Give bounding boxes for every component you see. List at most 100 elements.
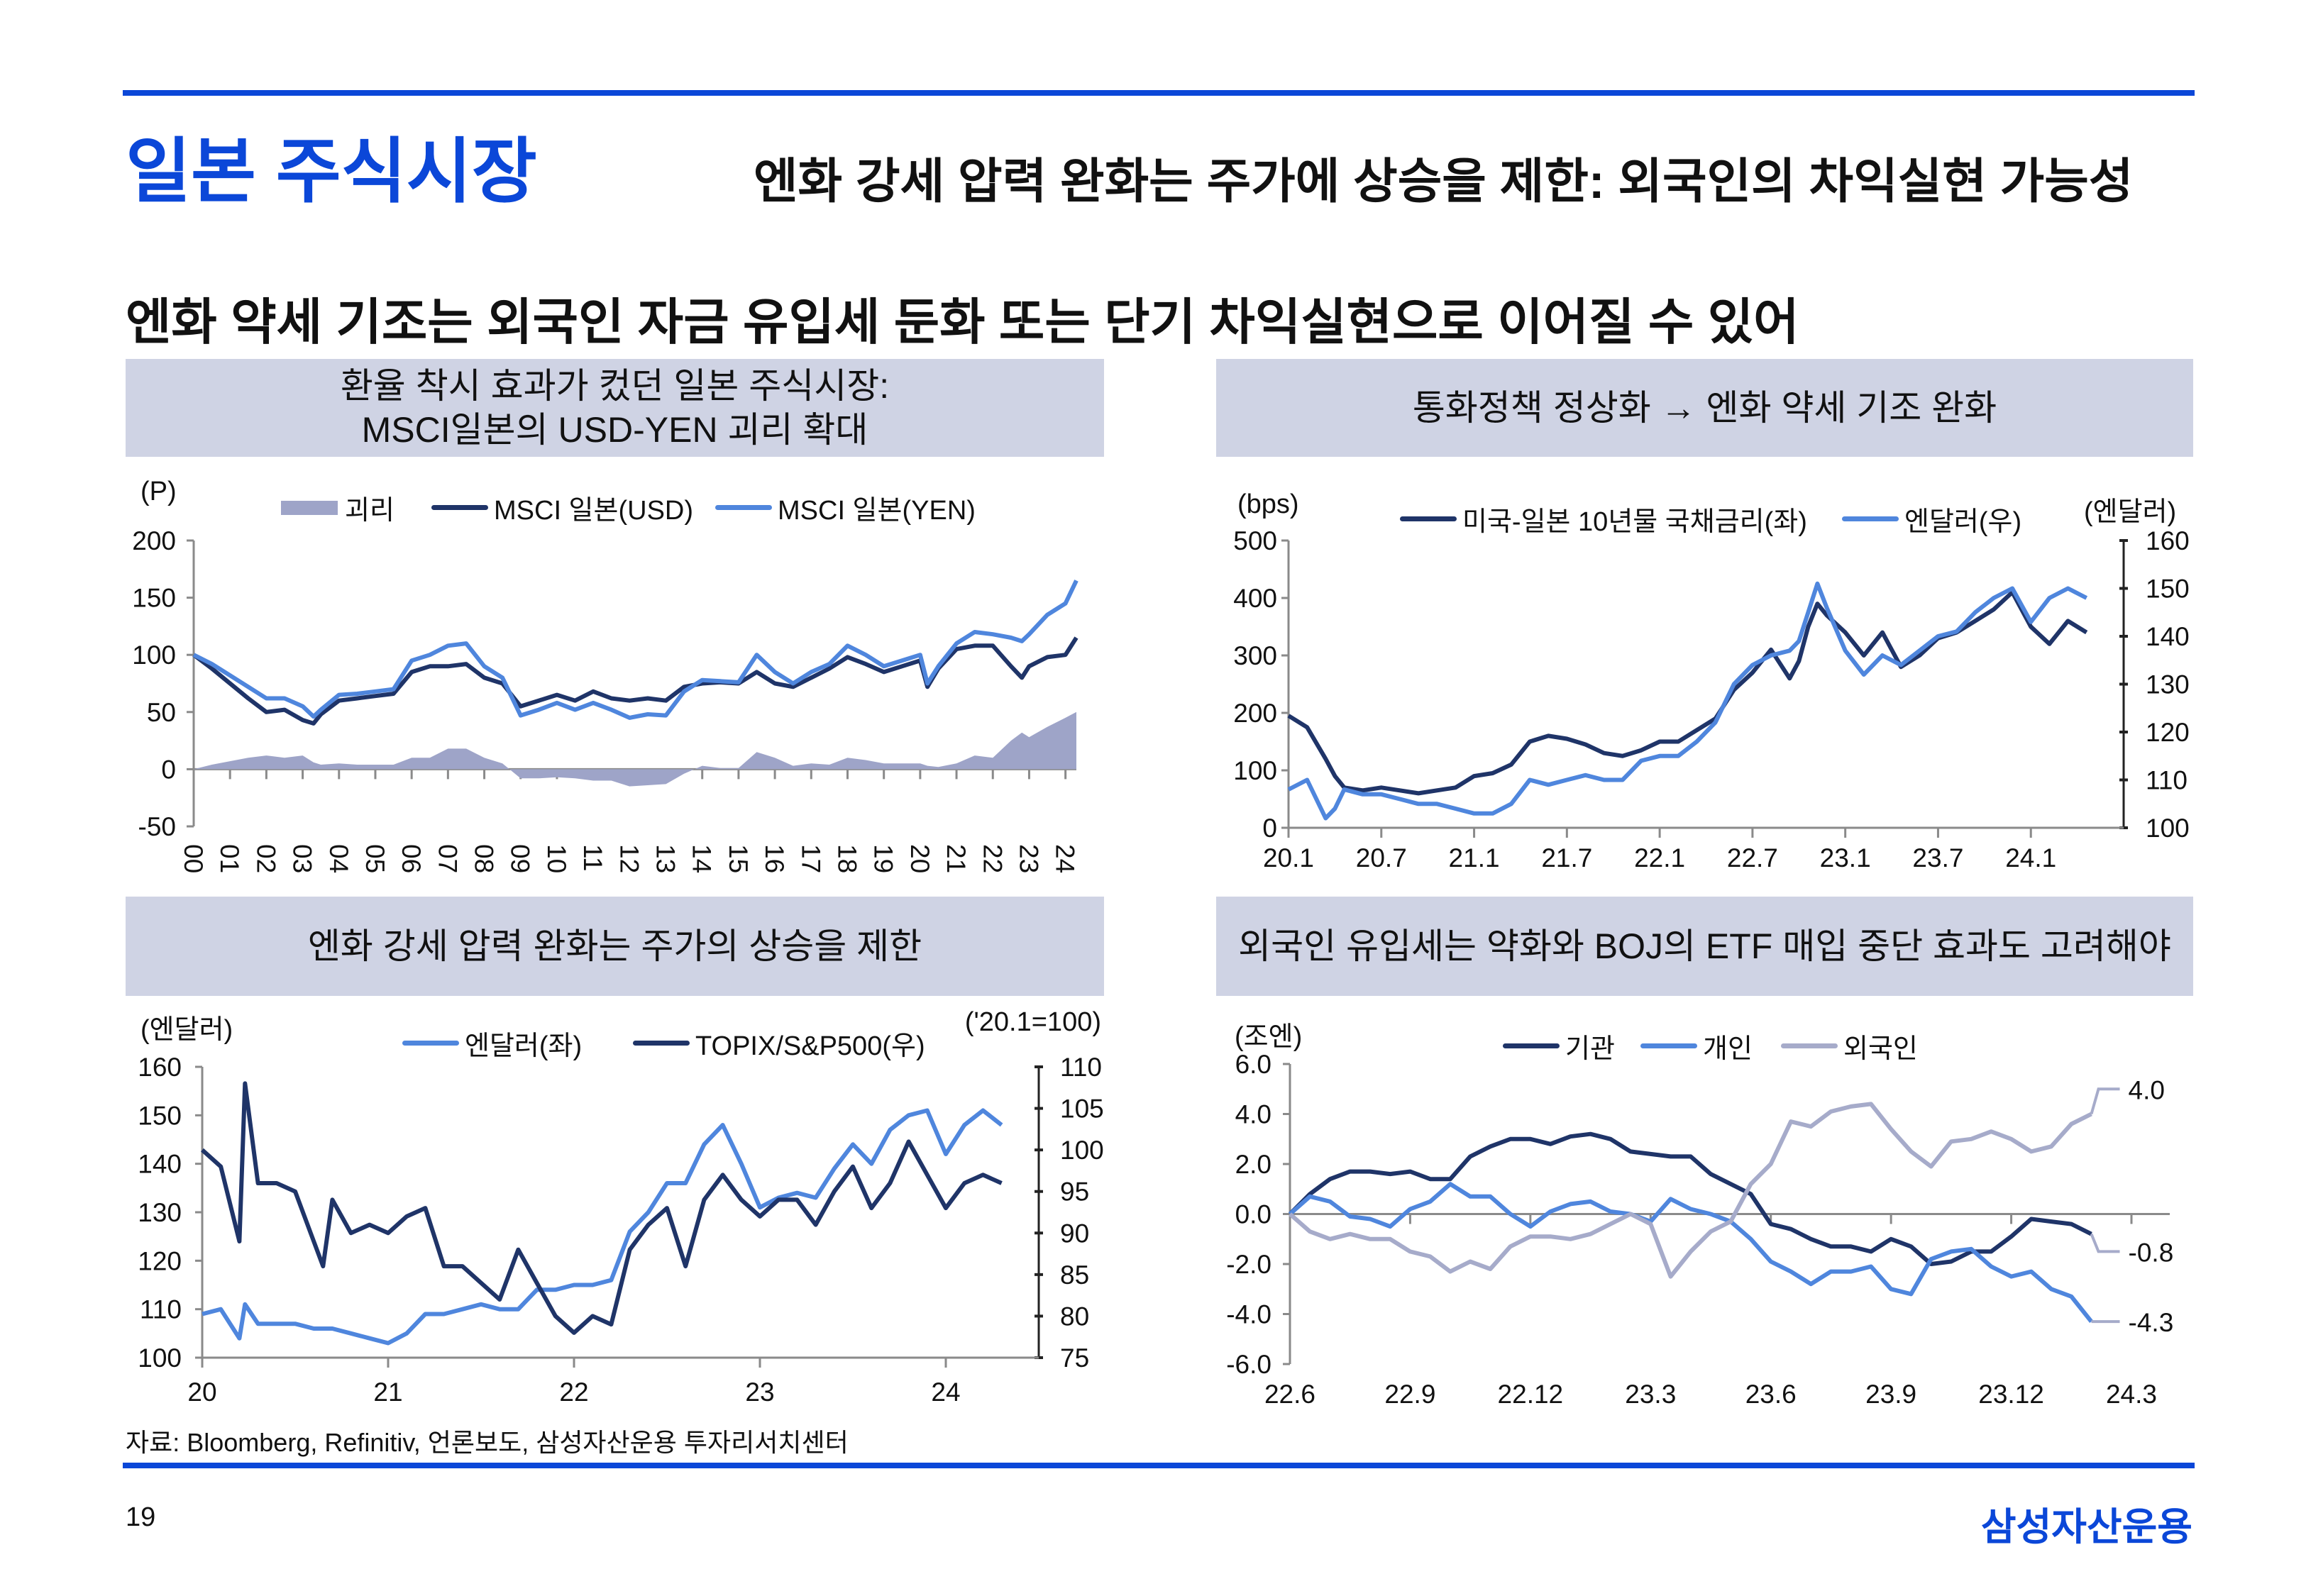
- y-tick-label: 0: [1262, 814, 1277, 843]
- x-tick-label: 20: [187, 1378, 216, 1407]
- chart2-unit-right: (엔달러): [2084, 497, 2177, 527]
- y-right-tick-label: 80: [1060, 1302, 1089, 1331]
- legend-swatch: [402, 1041, 459, 1046]
- legend-label: 미국-일본 10년물 국채금리(좌): [1462, 507, 1807, 537]
- page-number: 19: [126, 1502, 156, 1532]
- x-tick-label: 12: [614, 844, 644, 873]
- x-tick-label: 21.7: [1541, 843, 1592, 872]
- y-tick-label: 500: [1233, 526, 1277, 555]
- end-value-label: -4.3: [2129, 1308, 2174, 1337]
- series-line-2: [1287, 581, 2088, 821]
- y-right-tick-label: 160: [2146, 526, 2190, 555]
- legend-msci-usd: MSCI 일본(USD): [431, 488, 693, 527]
- source-note: 자료: Bloomberg, Refinitiv, 언론보도, 삼성자산운용 투…: [126, 1428, 849, 1457]
- y-tick-label: -6.0: [1226, 1350, 1271, 1379]
- series-line-3: [1289, 1102, 2092, 1279]
- y-right-tick-label: 110: [2146, 766, 2188, 795]
- x-tick-label: 22: [978, 844, 1007, 873]
- x-tick-label: 06: [397, 844, 426, 873]
- x-tick-label: 23.7: [1912, 843, 1963, 872]
- x-tick-label: 01: [215, 844, 244, 873]
- x-tick-label: 13: [651, 844, 680, 873]
- chart3-unit-left: (엔달러): [140, 1015, 233, 1045]
- legend-label: 엔달러(우): [1904, 507, 2022, 537]
- x-tick-label: 18: [832, 844, 861, 873]
- panel-title-line: 환율 착시 효과가 컸던 일본 주식시장:: [340, 366, 890, 406]
- x-tick-label: 24: [931, 1378, 960, 1407]
- end-label-leader: [2090, 1087, 2120, 1115]
- legend-msci-yen: MSCI 일본(YEN): [715, 488, 976, 527]
- x-tick-label: 23.1: [1820, 843, 1871, 872]
- y-tick-label: 100: [138, 1343, 182, 1373]
- chart3-unit-right: ('20.1=100): [964, 1007, 1101, 1037]
- chart2-unit-left: (bps): [1237, 489, 1299, 519]
- panel-header-policy: 통화정책 정상화 → 엔화 약세 기조 완화: [1216, 359, 2193, 457]
- top-rule: [123, 90, 2195, 96]
- page-subtitle: 엔화 강세 압력 완화는 주가에 상승을 제한: 외국인의 차익실현 가능성: [754, 155, 2134, 209]
- x-tick-label: 07: [433, 844, 462, 873]
- chart1-unit-left: (P): [140, 477, 177, 506]
- y-tick-label: 300: [1233, 641, 1277, 670]
- legend-usdjpy: 엔달러(우): [1842, 499, 2021, 538]
- x-tick-label: 21: [942, 844, 971, 873]
- end-value-label: 4.0: [2129, 1075, 2165, 1104]
- y-right-tick-label: 105: [1060, 1095, 1104, 1124]
- legend-label: TOPIX/S&P500(우): [695, 1031, 925, 1061]
- y-tick-label: 4.0: [1235, 1100, 1271, 1129]
- legend-swatch: [715, 505, 772, 510]
- x-tick-label: 16: [760, 844, 789, 873]
- page-title: 일본 주식시장: [126, 132, 537, 211]
- legend-label: 괴리: [345, 496, 395, 526]
- x-tick-label: 22.6: [1264, 1380, 1315, 1409]
- chart-4: 6.0 4.0 2.0 0.0 -2.0 -4.0 -6.022.6 22.9 22.12 23.…: [1226, 1050, 2173, 1409]
- legend-label: 개인: [1703, 1034, 1753, 1064]
- y-tick-label: 160: [138, 1053, 182, 1082]
- chart-2: 500 400 300 200 100 0 160 150 140 130 120 110 100 20.…: [1233, 526, 2189, 872]
- bottom-rule: [123, 1463, 2195, 1468]
- y-right-tick-label: 75: [1060, 1343, 1089, 1373]
- legend-swatch: [1781, 1043, 1838, 1048]
- legend-label: 기관: [1565, 1034, 1615, 1064]
- x-tick-label: 22.12: [1498, 1380, 1564, 1409]
- y-tick-label: 0.0: [1235, 1200, 1271, 1229]
- x-tick-label: 22.1: [1634, 843, 1685, 872]
- y-right-tick-label: 95: [1060, 1177, 1089, 1207]
- x-tick-label: 23: [745, 1378, 774, 1407]
- legend-label: MSCI 일본(YEN): [778, 496, 976, 526]
- y-tick-label: 50: [147, 698, 176, 727]
- y-tick-label: 100: [132, 641, 176, 670]
- legend-swatch: [633, 1041, 690, 1046]
- legend-individuals: 개인: [1640, 1026, 1753, 1065]
- panel-header-msci: 환율 착시 효과가 컸던 일본 주식시장: MSCI일본의 USD-YEN 괴리…: [126, 359, 1104, 457]
- y-tick-label: 2.0: [1235, 1150, 1271, 1179]
- x-tick-label: 19: [869, 844, 898, 873]
- x-tick-label: 15: [724, 844, 753, 873]
- x-tick-label: 17: [796, 844, 825, 873]
- y-right-tick-label: 140: [2146, 622, 2190, 651]
- series-line-2: [192, 636, 1078, 726]
- panel-header-topix: 엔화 강세 압력 완화는 주가의 상승을 제한: [126, 897, 1104, 996]
- y-right-tick-label: 130: [2146, 670, 2190, 699]
- panel-header-flows: 외국인 유입세는 약화와 BOJ의 ETF 매입 중단 효과도 고려해야: [1216, 897, 2193, 996]
- panel-title-line: MSCI일본의 USD-YEN 괴리 확대: [361, 410, 868, 450]
- legend-swatch: [431, 505, 488, 510]
- y-tick-label: 6.0: [1235, 1050, 1271, 1079]
- legend-swatch: [1640, 1043, 1697, 1048]
- x-tick-label: 10: [542, 844, 571, 873]
- series-line-2: [1289, 1182, 2093, 1323]
- y-tick-label: 150: [138, 1101, 182, 1130]
- series-line-1: [1288, 1131, 2092, 1266]
- chart-3: 160 150 140 130 120 110 100 110 105 100 95 90 85 80 75…: [138, 1053, 1103, 1407]
- y-right-tick-label: 90: [1060, 1219, 1089, 1248]
- y-tick-label: 100: [1233, 756, 1277, 785]
- panel-title: 외국인 유입세는 약화와 BOJ의 ETF 매입 중단 효과도 고려해야: [1238, 926, 2171, 966]
- x-tick-label: 21: [373, 1378, 402, 1407]
- company-logo: 삼성자산운용: [1980, 1506, 2192, 1548]
- legend-rate-spread: 미국-일본 10년물 국채금리(좌): [1400, 499, 1807, 538]
- x-tick-label: 21.1: [1449, 843, 1500, 872]
- y-tick-label: 120: [138, 1246, 182, 1275]
- x-tick-label: 24.3: [2106, 1380, 2157, 1409]
- x-tick-label: 05: [360, 844, 390, 873]
- x-tick-label: 09: [506, 844, 535, 873]
